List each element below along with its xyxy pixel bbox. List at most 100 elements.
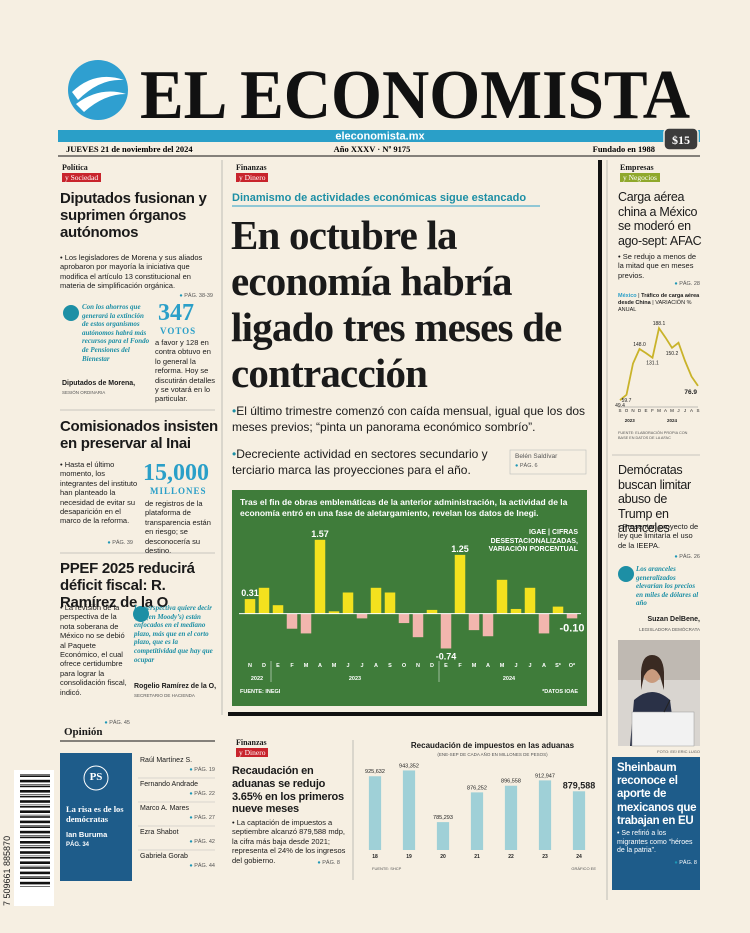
bar bbox=[370, 587, 382, 614]
x-tick-label: N bbox=[248, 663, 252, 669]
bar bbox=[504, 785, 518, 850]
quote: La perspectiva quiere decir que (en Mood… bbox=[134, 604, 213, 664]
value-label: -0.74 bbox=[436, 651, 457, 661]
chart-subtitle: (ENE-SEP DE CADA AÑO EN MILLONES DE PESO… bbox=[437, 752, 548, 757]
x-tick-label: M bbox=[657, 408, 661, 413]
x-tick-label: F bbox=[651, 408, 654, 413]
column-name: Fernando Andrade bbox=[140, 781, 198, 788]
opinion-title: Opinión bbox=[64, 726, 103, 738]
x-tick-label: J bbox=[514, 663, 517, 669]
price: $15 bbox=[672, 133, 690, 147]
chart-kicker: México bbox=[618, 293, 637, 299]
barcode-bar bbox=[20, 794, 50, 795]
barcode-bar bbox=[20, 816, 50, 818]
barcode-bar bbox=[20, 861, 50, 864]
x-tick-label: 19 bbox=[406, 854, 412, 860]
x-tick-label: M bbox=[472, 663, 477, 669]
x-tick-label: S* bbox=[555, 663, 562, 669]
x-tick-label: M bbox=[500, 663, 505, 669]
price-badge bbox=[663, 127, 699, 151]
bar bbox=[496, 579, 508, 614]
x-tick-label: 24 bbox=[576, 854, 582, 860]
barcode-bar bbox=[20, 775, 50, 777]
x-tick-label: D bbox=[638, 408, 642, 413]
barcode-bar bbox=[20, 835, 50, 836]
photo-credit: FOTO: EE/ ERIC LUGO bbox=[657, 749, 700, 754]
bullet: Se redujo a menos de la mitad que en mes… bbox=[618, 252, 700, 280]
x-tick-label: O* bbox=[569, 663, 576, 669]
barcode-bar bbox=[20, 825, 50, 826]
page-ref: PÁG. 28 bbox=[660, 281, 700, 287]
bar bbox=[482, 613, 494, 637]
main-bullet: •Decreciente actividad en sectores secun… bbox=[232, 446, 504, 478]
barcode-bar bbox=[20, 876, 50, 877]
value-label: 876,252 bbox=[467, 785, 487, 791]
x-tick-label: S bbox=[618, 408, 621, 413]
section-bottom: y Negocios bbox=[620, 173, 660, 182]
bar bbox=[412, 613, 424, 638]
barcode-bar bbox=[20, 867, 50, 869]
photo-podium bbox=[631, 711, 695, 747]
x-tick-label: S bbox=[388, 663, 392, 669]
opinion-logo-text: PS bbox=[89, 771, 103, 783]
value-label: 1.25 bbox=[451, 544, 469, 554]
bar bbox=[314, 539, 326, 614]
quote-role: LEGISLADORA DEMÓCRATA bbox=[639, 627, 700, 632]
bullet: Se refirió a los migrantes como “héroes … bbox=[617, 830, 697, 856]
page-ref: PÁG. 45 bbox=[80, 720, 130, 726]
bar bbox=[398, 613, 410, 624]
photo bbox=[618, 640, 700, 747]
bar bbox=[552, 606, 564, 614]
quote-icon bbox=[618, 566, 634, 582]
section-top: Finanzas bbox=[236, 163, 267, 172]
photo-mic bbox=[663, 699, 671, 713]
quote: Con los ahorros que generará la extinció… bbox=[82, 303, 150, 363]
news-box bbox=[612, 757, 700, 890]
x-tick-label: S bbox=[696, 408, 699, 413]
section-top: Finanzas bbox=[236, 738, 267, 747]
bar bbox=[440, 613, 452, 649]
bar bbox=[356, 613, 368, 619]
bar bbox=[244, 599, 256, 614]
barcode-bar bbox=[20, 871, 50, 875]
x-tick-label: A bbox=[664, 408, 667, 413]
chart-title: Tráfico de carga aérea desde China bbox=[618, 293, 700, 306]
barcode-bar bbox=[20, 804, 50, 806]
x-tick-label: 18 bbox=[372, 854, 378, 860]
chart-unit: VARIACIÓN % ANUAL bbox=[618, 300, 692, 313]
page-ref: PÁG. 42 bbox=[175, 839, 215, 845]
barcode-bar bbox=[20, 800, 50, 803]
frame-shadow bbox=[228, 712, 602, 716]
byline: Belén Saldívar bbox=[515, 453, 558, 460]
headline: Recaudación en aduanas se redujo 3.65% e… bbox=[232, 765, 344, 816]
bullet: Presentan proyecto de ley que limitaría … bbox=[618, 522, 700, 550]
page-ref: PÁG. 26 bbox=[660, 554, 700, 560]
quote-role: SECRETARIO DE HACIENDA bbox=[134, 693, 195, 698]
chart-heading: México | Tráfico de carga aérea desde Ch… bbox=[618, 293, 700, 313]
opinion-box bbox=[60, 753, 132, 881]
x-tick-label: E bbox=[644, 408, 647, 413]
x-tick-label: J bbox=[684, 408, 686, 413]
value-label: 150.2 bbox=[666, 351, 679, 357]
value-label: 912,947 bbox=[535, 773, 555, 779]
barcode-bar bbox=[20, 779, 50, 783]
x-tick-label: A bbox=[690, 408, 693, 413]
barcode-bar bbox=[20, 841, 50, 844]
headline: Sheinbaum reconoce el aporte de mexicano… bbox=[617, 762, 697, 827]
value-label: 879,588 bbox=[563, 780, 596, 790]
section-top: Política bbox=[62, 163, 88, 172]
stat: 347 bbox=[158, 300, 194, 326]
barcode-bar bbox=[20, 806, 50, 808]
x-tick-label: O bbox=[402, 663, 407, 669]
bar bbox=[342, 592, 354, 614]
masthead-title: EL ECONOMISTA bbox=[140, 57, 690, 134]
barcode-bar bbox=[20, 846, 50, 849]
headline: Carga aérea china a México se moderó en … bbox=[618, 190, 702, 248]
chart-credit: GRÁFICO EE bbox=[571, 866, 596, 871]
bullet: La captación de impuestos a septiembre a… bbox=[232, 818, 350, 865]
bullet-text: El último trimestre comenzó con caída me… bbox=[232, 404, 586, 434]
page-ref: PÁG. 27 bbox=[175, 815, 215, 821]
photo-hair bbox=[641, 655, 664, 690]
bar bbox=[454, 554, 466, 614]
barcode-bar bbox=[20, 836, 50, 839]
